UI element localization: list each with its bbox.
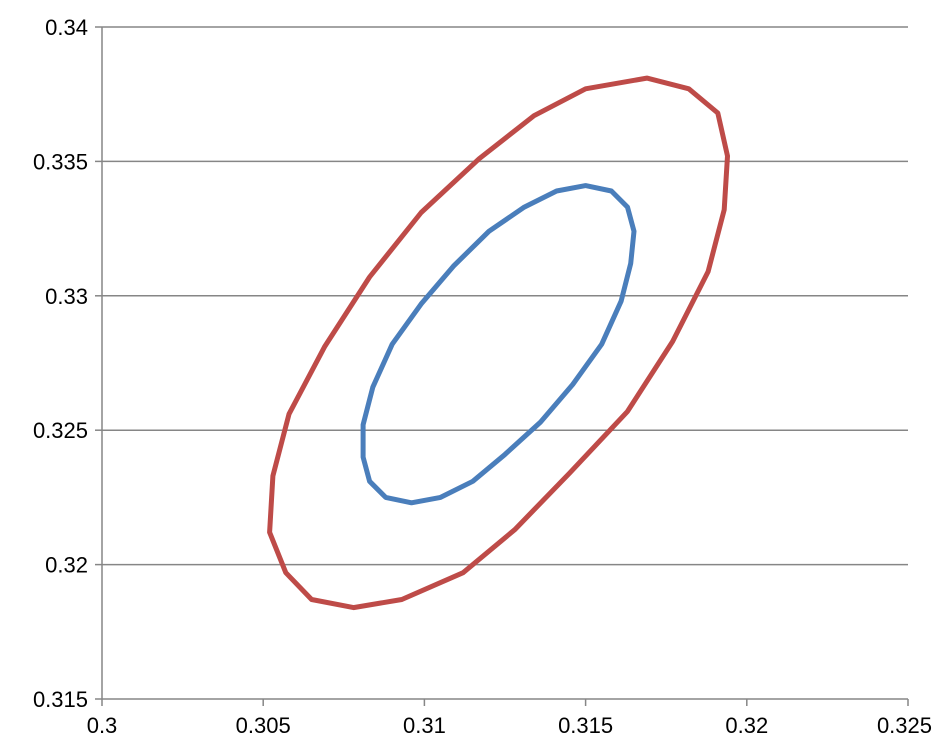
y-tick-label: 0.335 <box>33 149 88 174</box>
series-line-1 <box>267 75 730 611</box>
series-line-2 <box>360 183 637 506</box>
x-tick-label: 0.325 <box>877 713 932 738</box>
series-lines <box>267 75 730 611</box>
x-tick-label: 0.32 <box>725 713 768 738</box>
gridlines <box>102 26 908 566</box>
y-tick-label: 0.325 <box>33 418 88 443</box>
y-tick-label: 0.32 <box>45 553 88 578</box>
x-tick-label: 0.3 <box>87 713 118 738</box>
y-tick-label: 0.33 <box>45 284 88 309</box>
x-tick-labels: 0.3 0.305 0.31 0.315 0.32 0.325 <box>87 713 932 738</box>
y-tick-labels: 0.315 0.32 0.325 0.33 0.335 0.34 <box>33 15 88 712</box>
x-tick-label: 0.305 <box>236 713 291 738</box>
y-tick-label: 0.315 <box>33 687 88 712</box>
y-tick-label: 0.34 <box>45 15 88 40</box>
x-tick-label: 0.315 <box>558 713 613 738</box>
x-tick-label: 0.31 <box>403 713 446 738</box>
axes <box>95 26 909 706</box>
